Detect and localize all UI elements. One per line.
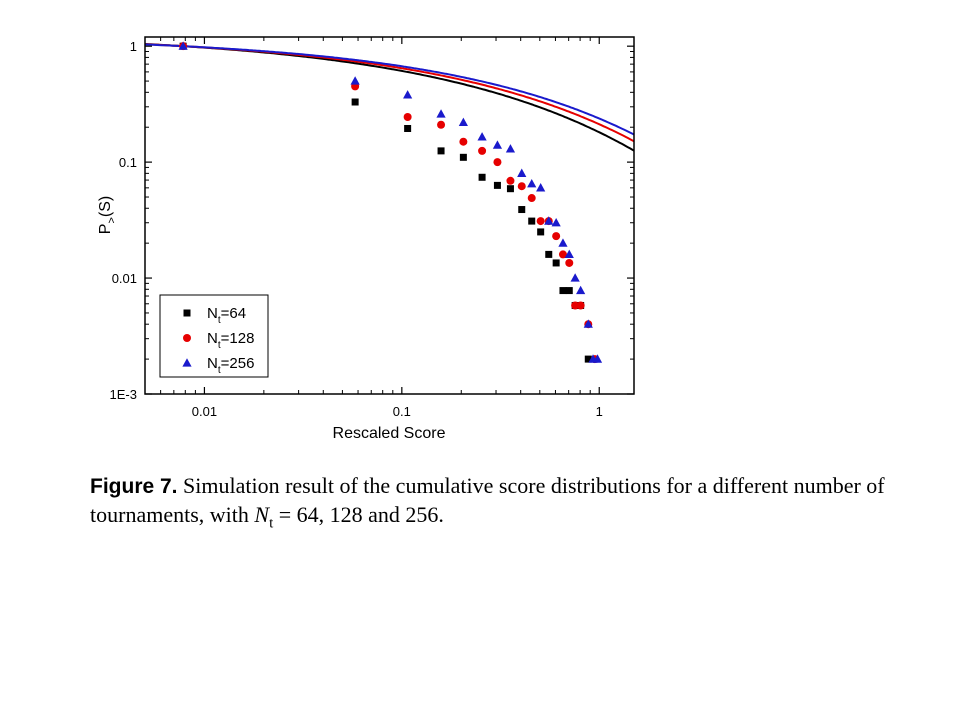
data-point-series-1 bbox=[437, 120, 446, 129]
data-point-series-2 bbox=[558, 238, 568, 247]
data-point-series-1 bbox=[536, 217, 545, 226]
figure-caption: Figure 7. Simulation result of the cumul… bbox=[90, 472, 890, 537]
caption-math-symbol: N bbox=[254, 502, 270, 527]
x-tick-label: 1 bbox=[596, 404, 603, 419]
data-point-series-2 bbox=[436, 109, 446, 118]
data-point-series-0 bbox=[559, 287, 567, 295]
data-points bbox=[178, 41, 603, 364]
legend-entry-label: Nt=64 bbox=[207, 305, 246, 326]
data-point-series-0 bbox=[528, 217, 536, 225]
fit-curves bbox=[145, 43, 634, 152]
data-point-series-1 bbox=[558, 250, 567, 259]
data-point-series-2 bbox=[576, 285, 586, 295]
data-point-series-1 bbox=[493, 158, 502, 167]
data-point-series-0 bbox=[493, 181, 501, 189]
data-point-series-1 bbox=[527, 194, 536, 203]
y-axis-label-sub: > bbox=[106, 217, 118, 223]
data-point-series-2 bbox=[564, 249, 574, 258]
data-point-series-2 bbox=[458, 117, 468, 127]
data-point-series-0 bbox=[437, 147, 445, 155]
data-point-series-1 bbox=[478, 146, 487, 155]
data-point-series-0 bbox=[518, 206, 526, 214]
data-point-series-2 bbox=[492, 140, 503, 149]
legend-marker bbox=[182, 358, 192, 367]
data-point-series-1 bbox=[571, 301, 580, 310]
tick-labels: 0.01 0.1 1 1 0.1 0.01 1E-3 bbox=[110, 39, 603, 419]
x-tick-label: 0.1 bbox=[393, 404, 411, 419]
data-point-series-1 bbox=[565, 258, 574, 267]
legend-label-main: N bbox=[207, 330, 218, 347]
data-point-series-0 bbox=[506, 185, 514, 193]
data-point-series-1 bbox=[576, 301, 585, 310]
y-tick-label: 1E-3 bbox=[110, 387, 137, 402]
data-point-series-2 bbox=[592, 354, 603, 363]
fit-curve-series-2 bbox=[145, 43, 634, 136]
data-point-series-0 bbox=[351, 98, 359, 106]
caption-label: Figure 7. bbox=[90, 475, 178, 498]
legend-label-suffix: =128 bbox=[221, 330, 255, 347]
data-point-series-1 bbox=[552, 232, 561, 241]
caption-math-sub: t bbox=[269, 515, 274, 532]
legend-label-sub: t bbox=[218, 365, 221, 376]
legend-label-main: N bbox=[207, 305, 218, 322]
caption-text: Simulation result of the cumulative scor… bbox=[90, 473, 885, 527]
data-point-series-2 bbox=[583, 319, 593, 328]
legend-label-sub: t bbox=[218, 315, 221, 326]
fit-curve-series-0 bbox=[145, 43, 634, 152]
x-axis-label: Rescaled Score bbox=[333, 425, 446, 442]
data-point-series-0 bbox=[404, 124, 412, 132]
x-tick-label: 0.01 bbox=[192, 404, 217, 419]
data-point-series-2 bbox=[570, 273, 580, 282]
data-point-series-2 bbox=[403, 90, 413, 99]
fit-curve-series-1 bbox=[145, 43, 634, 143]
caption-math-var: Nt bbox=[254, 502, 273, 531]
data-point-series-1 bbox=[403, 113, 412, 122]
legend-box bbox=[159, 294, 269, 378]
data-point-series-2 bbox=[544, 216, 554, 225]
data-point-series-2 bbox=[551, 217, 561, 227]
data-point-series-0 bbox=[545, 250, 553, 258]
data-point-series-0 bbox=[584, 355, 592, 363]
legend-label-main: N bbox=[207, 355, 218, 372]
data-point-series-2 bbox=[178, 41, 188, 50]
axis-ticks bbox=[144, 37, 634, 395]
legend-label-suffix: =64 bbox=[221, 305, 246, 322]
data-point-series-2 bbox=[517, 168, 527, 177]
data-point-series-0 bbox=[478, 173, 486, 181]
data-point-series-1 bbox=[517, 182, 526, 191]
plot-frame bbox=[144, 36, 635, 395]
legend-label-suffix: =256 bbox=[221, 355, 255, 372]
data-point-series-2 bbox=[536, 183, 546, 192]
legend-marker bbox=[183, 309, 191, 317]
legend-marker bbox=[183, 334, 191, 342]
y-tick-label: 1 bbox=[130, 39, 137, 54]
data-point-series-2 bbox=[350, 76, 360, 85]
y-axis-label: P>(S) bbox=[97, 196, 118, 234]
caption-math-rest: = 64, 128 and 256. bbox=[273, 502, 444, 527]
legend-entry-label: Nt=128 bbox=[207, 330, 254, 351]
data-point-series-0 bbox=[552, 259, 560, 267]
data-point-series-1 bbox=[506, 176, 515, 185]
data-point-series-0 bbox=[537, 228, 545, 236]
data-point-series-1 bbox=[459, 137, 468, 146]
data-point-series-2 bbox=[505, 144, 516, 153]
y-tick-label: 0.01 bbox=[112, 271, 137, 286]
y-axis-label-main: P bbox=[97, 224, 114, 235]
y-tick-label: 0.1 bbox=[119, 155, 137, 170]
y-axis-label-suffix: (S) bbox=[97, 196, 114, 217]
data-point-series-0 bbox=[565, 287, 573, 295]
data-point-series-0 bbox=[459, 153, 467, 161]
legend-entry-label: Nt=256 bbox=[207, 355, 254, 376]
data-point-series-2 bbox=[527, 179, 537, 188]
data-point-series-2 bbox=[477, 132, 487, 141]
legend-label-sub: t bbox=[218, 340, 221, 351]
